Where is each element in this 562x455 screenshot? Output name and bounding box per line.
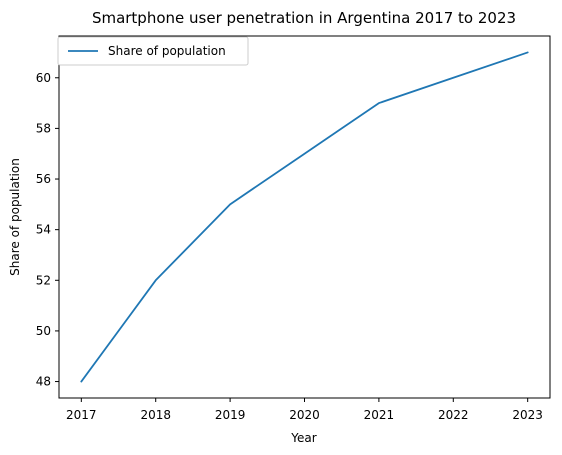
x-tick-label: 2021 <box>364 408 395 422</box>
y-tick-label: 52 <box>36 273 51 287</box>
legend-box <box>57 36 249 66</box>
x-tick-label: 2023 <box>512 408 543 422</box>
plot-background <box>59 36 550 398</box>
series-line-0 <box>80 51 529 383</box>
x-tick-label: 2019 <box>215 408 246 422</box>
x-tick-label: 2020 <box>289 408 320 422</box>
y-tick-label: 48 <box>36 375 51 389</box>
plot-area <box>59 36 550 398</box>
y-tick-label: 60 <box>36 71 51 85</box>
y-tick-label: 58 <box>36 121 51 135</box>
y-tick-label: 50 <box>36 324 51 338</box>
x-tick-label: 2022 <box>438 408 469 422</box>
series-layer <box>80 51 529 383</box>
x-axis-label: Year <box>290 431 316 445</box>
chart-title: Smartphone user penetration in Argentina… <box>92 9 516 27</box>
ticks: 2017 2018 2019 2020 2021 2022 2023 48 50 52 54 56 58… <box>36 71 543 422</box>
y-tick-label: 56 <box>36 172 51 186</box>
y-tick-label: 54 <box>36 223 51 237</box>
x-tick-label: 2018 <box>140 408 171 422</box>
y-axis-label: Share of population <box>8 158 22 276</box>
legend: Share of population <box>57 36 249 66</box>
legend-label: Share of population <box>108 44 226 58</box>
x-tick-label: 2017 <box>66 408 97 422</box>
